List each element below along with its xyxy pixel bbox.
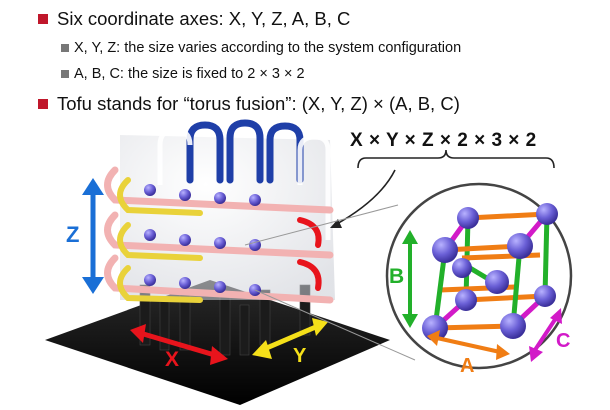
bullet-tofu-text: Tofu stands for “torus fusion”: (X, Y, Z…: [57, 93, 460, 114]
blue-loops: [186, 119, 304, 184]
a-axis-arrow: [427, 330, 510, 360]
b-axis-label: B: [389, 265, 404, 288]
a-axis-label: A: [460, 355, 474, 377]
unit-cell-nodes: [422, 203, 558, 341]
bullet-six-axes-text: Six coordinate axes: X, Y, Z, A, B, C: [57, 8, 351, 29]
bullet-tofu: Tofu stands for “torus fusion”: (X, Y, Z…: [38, 93, 460, 115]
z-axis-arrow: [82, 178, 104, 294]
bullet-square-icon: [38, 99, 48, 109]
b-axis-arrow: [402, 230, 418, 328]
sub-bullet-xyz: X, Y, Z: the size varies according to th…: [61, 40, 461, 56]
pointer-arrowhead: [330, 219, 342, 228]
sub-bullet-abc-text: A, B, C: the size is fixed to 2 × 3 × 2: [74, 66, 305, 82]
glass-loops: [157, 127, 331, 240]
formula-brace: [357, 149, 555, 169]
y-axis-arrow: [252, 318, 328, 359]
sub-bullet-xyz-text: X, Y, Z: the size varies according to th…: [74, 40, 462, 56]
z-axis-label: Z: [66, 222, 79, 247]
row-loops: [104, 166, 334, 304]
zoom-lines: [244, 204, 416, 361]
bullet-six-axes: Six coordinate axes: X, Y, Z, A, B, C: [38, 8, 350, 30]
x-axis-label: X: [165, 348, 179, 371]
sub-bullet-square-icon: [61, 44, 69, 52]
network-nodes: [144, 184, 261, 296]
bullet-square-icon: [38, 14, 48, 24]
pointer-line: [334, 169, 396, 226]
torus-formula: X × Y × Z × 2 × 3 × 2: [350, 130, 537, 151]
c-axis-label: C: [556, 330, 570, 352]
sub-bullet-square-icon: [61, 70, 69, 78]
c-axis-arrow: [529, 308, 562, 362]
sub-bullet-abc: A, B, C: the size is fixed to 2 × 3 × 2: [61, 66, 305, 82]
y-axis-label: Y: [293, 345, 307, 367]
x-axis-arrow: [130, 324, 228, 365]
torus-network-illustration: [45, 119, 390, 405]
unit-cell-zoom-circle: [385, 182, 573, 370]
